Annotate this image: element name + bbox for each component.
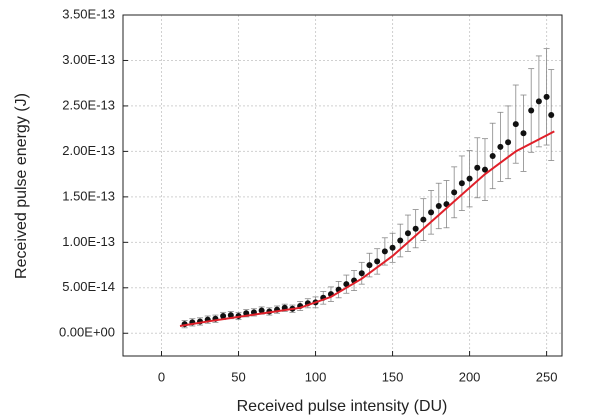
y-tick-label: 5.00E-14 <box>62 279 115 294</box>
data-point <box>404 230 411 237</box>
data-point <box>528 107 535 114</box>
data-point <box>428 209 435 216</box>
fit-line <box>179 130 555 327</box>
x-tick-label: 0 <box>158 369 165 384</box>
data-point <box>220 312 227 319</box>
data-point <box>227 312 234 319</box>
y-tick-label: 0.00E+00 <box>59 325 115 340</box>
data-point <box>548 112 555 119</box>
x-tick-label: 250 <box>536 369 558 384</box>
data-point <box>458 180 465 187</box>
y-tick-label: 3.50E-13 <box>62 6 115 21</box>
data-point <box>258 307 265 314</box>
data-point <box>451 189 458 196</box>
data-point <box>435 202 442 209</box>
data-point <box>535 98 542 105</box>
y-axis-title: Received pulse energy (J) <box>13 93 30 279</box>
data-point <box>466 175 473 182</box>
x-tick-label: 150 <box>382 369 404 384</box>
data-point <box>366 262 373 269</box>
data-point <box>374 258 381 265</box>
data-point <box>397 237 404 244</box>
data-point <box>343 281 350 288</box>
y-tick-label: 1.50E-13 <box>62 188 115 203</box>
data-point <box>520 130 527 137</box>
y-tick-label: 3.00E-13 <box>62 52 115 67</box>
x-tick-label: 50 <box>231 369 245 384</box>
x-axis-title: Received pulse intensity (DU) <box>237 398 448 415</box>
data-point <box>389 244 396 251</box>
data-point <box>412 225 419 232</box>
y-tick-label: 2.00E-13 <box>62 143 115 158</box>
plot-frame <box>122 14 563 357</box>
data-point <box>474 164 481 171</box>
data-point <box>497 143 504 150</box>
y-tick-label: 1.00E-13 <box>62 234 115 249</box>
data-point <box>381 248 388 255</box>
data-point <box>420 216 427 223</box>
data-point <box>512 121 519 128</box>
data-point <box>481 166 488 173</box>
data-point <box>358 270 365 277</box>
data-point <box>489 152 496 159</box>
x-tick-label: 200 <box>459 369 481 384</box>
data-point <box>505 139 512 146</box>
data-point <box>543 93 550 100</box>
y-tick-label: 2.50E-13 <box>62 97 115 112</box>
x-tick-label: 100 <box>305 369 327 384</box>
